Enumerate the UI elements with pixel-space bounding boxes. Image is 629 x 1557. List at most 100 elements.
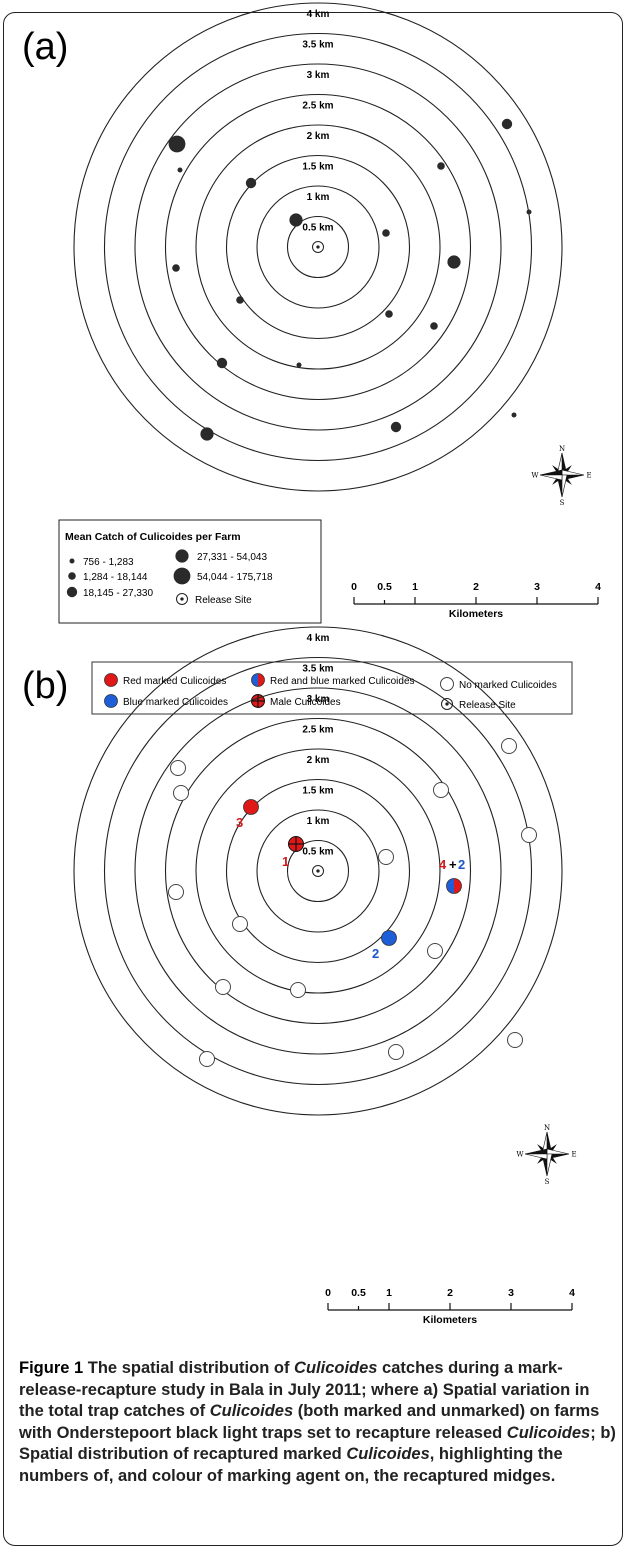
panel-b-legend-redblue-label: Red and blue marked Culicoides xyxy=(270,676,415,687)
panel-b-ring-6 xyxy=(134,687,502,1055)
panel-a-compass-n: N xyxy=(559,445,565,453)
panel-a-ring-2 xyxy=(256,185,380,309)
panel-b-trap-2 xyxy=(243,799,259,815)
panel-a-ring-label-7: 3.5 km xyxy=(302,40,333,51)
caption-italic-3: Culicoides xyxy=(506,1423,591,1442)
panel-b-ring-label-1: 0.5 km xyxy=(302,847,333,858)
panel-b-count-label-3: 4 xyxy=(439,857,447,872)
panel-b-ring-label-2: 1 km xyxy=(307,816,330,827)
panel-a-ring-label-4: 2 km xyxy=(307,131,330,142)
panel-a-legend-class-2: 18,145 - 27,330 xyxy=(83,588,153,599)
panel-a-legend-class-4: 54,044 - 175,718 xyxy=(197,572,273,583)
panel-b-ring-label-7: 3.5 km xyxy=(302,664,333,675)
panel-b-trap-9 xyxy=(168,884,184,900)
panel-b-trap-11 xyxy=(381,930,397,946)
panel-b-scale-tick-1: 0.5 xyxy=(351,1287,366,1299)
panel-a-ring-1 xyxy=(286,215,350,279)
panel-b-trap-5 xyxy=(433,782,449,798)
panel-a-farm-2 xyxy=(245,177,257,189)
panel-b-ring-2 xyxy=(256,809,380,933)
panel-b-ring-label-8: 4 km xyxy=(307,633,330,644)
panel-b-count-label-1: 1 xyxy=(282,854,289,869)
panel-b-label: (b) xyxy=(22,665,69,707)
panel-b-legend-release-label: Release Site xyxy=(459,700,516,711)
panel-a-ring-label-8: 4 km xyxy=(307,9,330,20)
panel-b-ring-3 xyxy=(225,778,411,964)
panel-b-trap-0 xyxy=(170,760,186,776)
panel-a-farm-13 xyxy=(216,357,228,369)
panel-a-ring-8 xyxy=(73,2,563,492)
panel-a-ring-7 xyxy=(103,32,533,462)
panel-a-legend-box xyxy=(58,519,322,624)
panel-b-ring-7 xyxy=(103,656,533,1086)
panel-a-farm-11 xyxy=(385,310,393,318)
panel-a-compass-rose-icon: N S E W xyxy=(531,445,591,507)
panel-b-scale-tick-5: 4 xyxy=(569,1287,575,1299)
panel-a-ring-label-3: 1.5 km xyxy=(302,162,333,173)
panel-b-legend-red-label: Red marked Culicoides xyxy=(123,676,226,687)
panel-a-farm-16 xyxy=(200,427,214,441)
panel-a-legend-class-0: 756 - 1,283 xyxy=(83,557,134,568)
panel-a-map: 0.5 km 1 km 1.5 km 2 km 2.5 km 3 km 3.5 km 4 km… xyxy=(73,2,601,620)
panel-a-farm-17 xyxy=(511,412,517,418)
panel-b-legend-blue-icon xyxy=(104,694,118,708)
panel-a-farm-10 xyxy=(236,296,244,304)
panel-b-trap-16 xyxy=(199,1051,215,1067)
panel-b-scale-tick-0: 0 xyxy=(325,1287,331,1299)
panel-a-compass-w: W xyxy=(531,472,539,480)
panel-a-release-site-icon xyxy=(312,241,324,253)
panel-b-trap-13 xyxy=(215,979,231,995)
panel-a-farm-15 xyxy=(390,421,402,433)
panel-b-count-label-0: 3 xyxy=(236,815,243,830)
panel-b-compass-e: E xyxy=(571,1151,576,1159)
panel-b-legend-male-label: Male Culicoides xyxy=(270,697,341,708)
panel-b-ring-label-6: 3 km xyxy=(307,694,330,705)
panel-a-farm-4 xyxy=(382,229,390,237)
panel-a-farm-0 xyxy=(168,135,186,153)
panel-a-legend-release-icon xyxy=(176,593,188,605)
panel-b-scale-tick-2: 1 xyxy=(386,1287,392,1299)
panel-b-count-label-5: 2 xyxy=(458,857,465,872)
panel-a-scale-tick-4: 3 xyxy=(534,581,540,593)
panel-b-trap-10 xyxy=(232,916,248,932)
panel-b-map: 0.5 km 1 km 1.5 km 2 km 2.5 km 3 km 3.5 km 4 km… xyxy=(73,626,577,1326)
panel-b-compass-rose-icon: N S E W xyxy=(516,1124,576,1186)
panel-b-release-site-icon xyxy=(312,865,324,877)
panel-b-trap-8 xyxy=(446,878,462,894)
panel-a-compass-s: S xyxy=(560,499,565,507)
caption-italic-4: Culicoides xyxy=(346,1445,430,1463)
panel-a-scale-tick-1: 0.5 xyxy=(377,581,392,593)
panel-b-ring-label-4: 2 km xyxy=(307,755,330,766)
panel-b-scale-unit: Kilometers xyxy=(423,1314,477,1326)
panel-b-ring-5 xyxy=(164,717,472,1025)
panel-a-farm-14 xyxy=(296,362,302,368)
panel-a-legend-release-label: Release Site xyxy=(195,595,252,606)
panel-a-ring-label-6: 3 km xyxy=(307,70,330,81)
panel-b-trap-14 xyxy=(290,982,306,998)
panel-a-ring-5 xyxy=(164,93,472,401)
panel-b-legend-red-icon xyxy=(104,673,118,687)
caption-text-2: catches during a mark-release-recapture … xyxy=(19,1359,590,1420)
caption-text-5: , highlighting the numbers of, and colou… xyxy=(19,1445,563,1485)
panel-b-scale-bar: 0 0.5 1 2 3 4 Kilometers xyxy=(325,1287,575,1326)
panel-a-legend-symbol-3 xyxy=(175,549,189,563)
caption-text-4: ; b) Spatial distribution of recaptured … xyxy=(19,1423,616,1464)
panel-b-trap-3 xyxy=(288,836,304,852)
panel-a-farm-12 xyxy=(430,322,438,330)
panel-a-farm-1 xyxy=(177,167,183,173)
panel-b-trap-6 xyxy=(501,738,517,754)
panel-a-legend-symbol-2 xyxy=(66,586,78,598)
panel-a-ring-4 xyxy=(195,124,441,370)
panel-a-scale-tick-5: 4 xyxy=(595,581,601,593)
panel-a-farm-5 xyxy=(437,162,445,170)
panel-a-scale-tick-3: 2 xyxy=(473,581,479,593)
panel-b-trap-1 xyxy=(173,785,189,801)
panel-b-count-label-4: + xyxy=(449,857,457,872)
panel-b-trap-17 xyxy=(507,1032,523,1048)
panel-a-scale-bar: 0 0.5 1 2 3 4 Kilometers xyxy=(351,581,601,620)
panel-b-ring-1 xyxy=(286,839,350,903)
panel-a-ring-label-5: 2.5 km xyxy=(302,101,333,112)
figure-frame xyxy=(3,12,623,1546)
panel-a-legend-symbol-4 xyxy=(173,567,191,585)
